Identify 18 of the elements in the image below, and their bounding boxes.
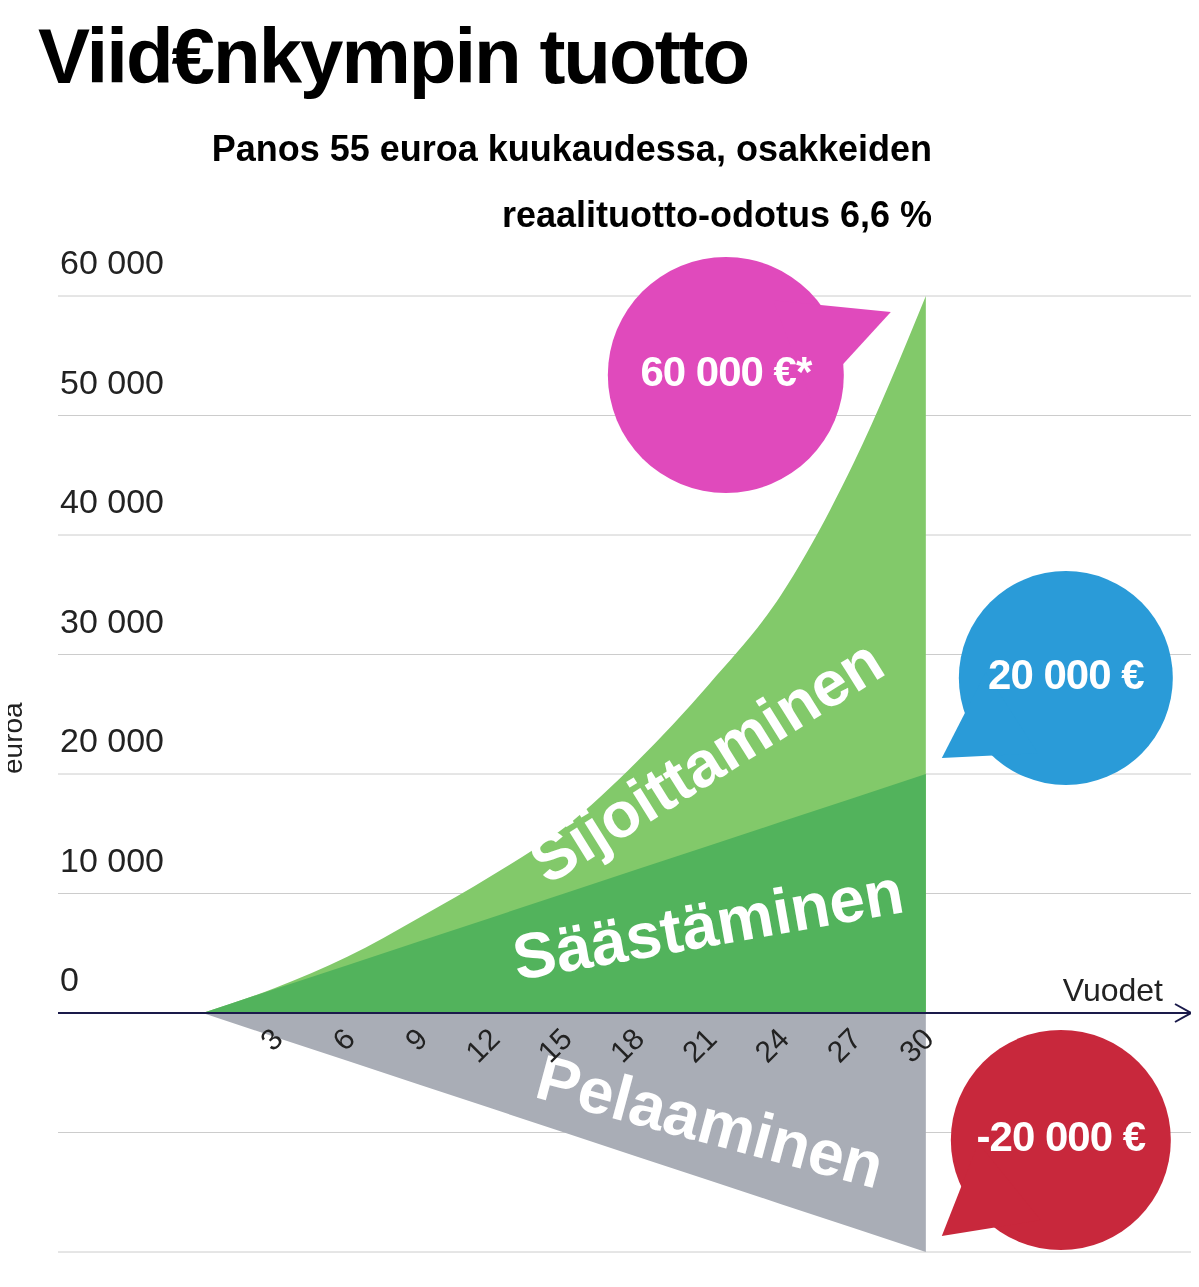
x-tick-label: 6 (325, 1021, 362, 1057)
y-tick-label: 60 000 (60, 243, 164, 281)
x-tick-label: 3 (253, 1021, 289, 1057)
chart-subtitle: Panos 55 euroa kuukaudessa, osakkeiden reaalituotto-odotus 6,6 % (211, 128, 932, 235)
y-tick-label: 40 000 (60, 482, 164, 520)
x-tick-label: 12 (458, 1021, 506, 1069)
x-axis-title: Vuodet (1062, 972, 1164, 1008)
x-tick-label: 9 (398, 1021, 434, 1057)
annotation: -20 000 € (976, 1113, 1146, 1161)
y-tick-label: 30 000 (60, 601, 164, 640)
y-tick-label: 0 (60, 960, 79, 998)
annotation: 20 000 € (988, 651, 1145, 699)
y-tick-label: 10 000 (60, 840, 164, 879)
annotation: 60 000 €* (640, 348, 813, 396)
y-tick-label: 50 000 (60, 362, 164, 401)
x-tick-label: 30 (892, 1021, 940, 1069)
y-tick-label: 20 000 (60, 721, 164, 759)
chart-title: Viid€nkympin tuotto (37, 11, 750, 102)
